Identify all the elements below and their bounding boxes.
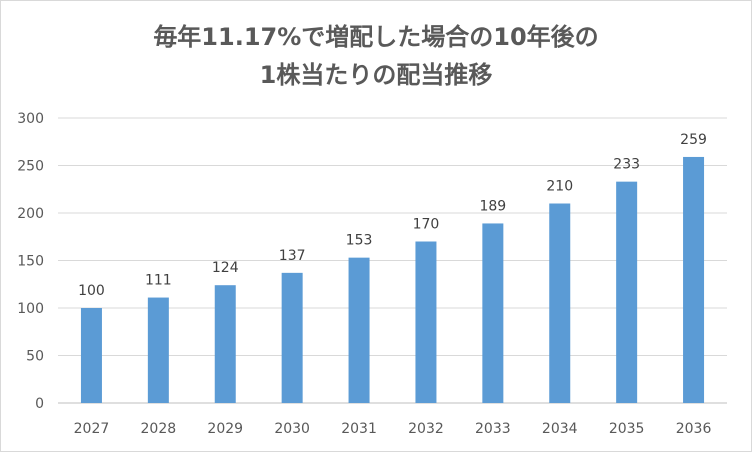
data-label: 170 — [413, 217, 440, 233]
chart-title: 毎年11.17%で増配した場合の10年後の 1株当たりの配当推移 — [0, 18, 752, 94]
data-label: 124 — [212, 260, 239, 276]
x-tick-label: 2032 — [408, 421, 444, 437]
data-label: 210 — [546, 179, 573, 195]
chart-title-line-1: 毎年11.17%で増配した場合の10年後の — [153, 23, 599, 51]
x-tick-label: 2028 — [141, 421, 177, 437]
bars — [80, 156, 705, 403]
y-tick-label: 250 — [17, 159, 44, 175]
x-tick-label: 2036 — [676, 421, 712, 437]
bar — [348, 257, 370, 403]
bar — [281, 272, 303, 403]
x-tick-label: 2029 — [207, 421, 243, 437]
bar — [214, 285, 236, 403]
gridlines — [58, 117, 727, 404]
data-label: 153 — [346, 233, 373, 249]
y-tick-label: 200 — [17, 206, 44, 222]
bar — [482, 223, 504, 403]
bar — [147, 297, 169, 403]
y-tick-label: 150 — [17, 254, 44, 270]
x-tick-label: 2031 — [341, 421, 377, 437]
data-label: 111 — [145, 273, 172, 289]
data-labels: 100 111 124 137 153 170 189 210 233 259 — [78, 132, 707, 299]
data-label: 259 — [680, 132, 707, 148]
bar — [415, 241, 437, 403]
y-tick-label: 300 — [17, 111, 44, 127]
data-label: 100 — [78, 283, 105, 299]
y-axis-ticks: 0 50 100 150 200 250 300 — [17, 111, 44, 412]
x-tick-label: 2027 — [74, 421, 110, 437]
x-tick-label: 2033 — [475, 421, 511, 437]
bar — [683, 156, 705, 403]
data-label: 233 — [613, 157, 640, 173]
x-tick-label: 2035 — [609, 421, 645, 437]
data-label: 137 — [279, 248, 306, 264]
y-tick-label: 0 — [35, 396, 44, 412]
bar — [616, 181, 638, 403]
y-tick-label: 50 — [26, 349, 44, 365]
chart-title-line-2: 1株当たりの配当推移 — [259, 61, 493, 89]
data-label: 189 — [479, 198, 506, 214]
bar — [549, 203, 571, 403]
y-tick-label: 100 — [17, 301, 44, 317]
x-tick-label: 2034 — [542, 421, 578, 437]
x-axis-ticks: 2027 2028 2029 2030 2031 2032 2033 2034 2035 2036 — [74, 421, 712, 437]
bar — [80, 308, 102, 403]
x-tick-label: 2030 — [274, 421, 310, 437]
